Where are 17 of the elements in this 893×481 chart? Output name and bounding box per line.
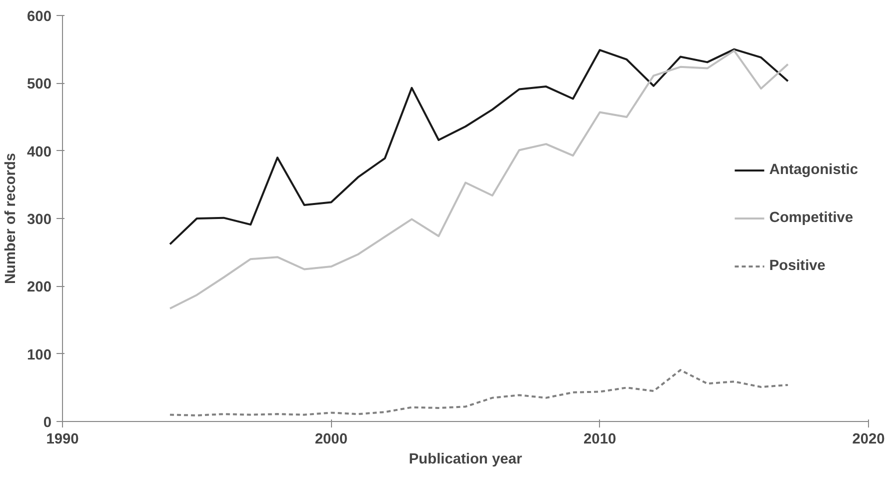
x-tick-label: 2020	[852, 432, 885, 448]
legend-label: Positive	[769, 258, 826, 274]
y-tick-label: 500	[27, 76, 52, 93]
y-tick-label: 200	[27, 280, 52, 296]
y-tick-label: 100	[27, 347, 52, 364]
legend-label: Competitive	[769, 210, 854, 226]
x-axis-title: Publication year	[408, 452, 522, 468]
y-tick-label: 600	[27, 9, 52, 25]
y-tick-label: 400	[27, 144, 52, 160]
y-axis-title: Number of records	[3, 152, 20, 284]
y-tick-label: 0	[43, 415, 52, 431]
legend-label: Antagonistic	[769, 162, 858, 178]
x-tick-label: 1990	[46, 432, 79, 448]
x-tick-label: 2000	[314, 432, 348, 448]
y-tick-label: 300	[27, 212, 52, 228]
x-tick-label: 2010	[584, 432, 616, 448]
line-series	[168, 369, 789, 416]
